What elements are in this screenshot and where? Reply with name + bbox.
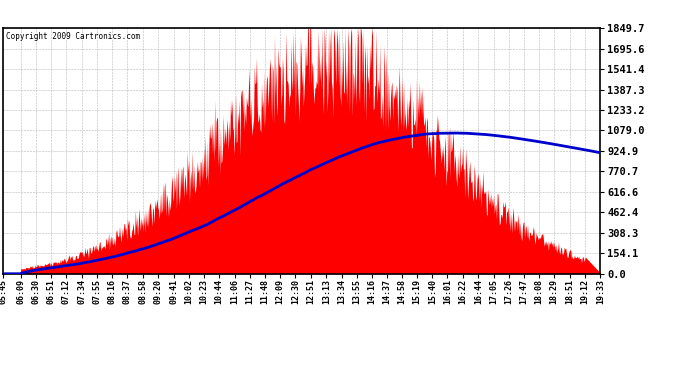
Text: East Array Actual Power (red) & Running Average Power (blue) (Watts)  Sun May 3 : East Array Actual Power (red) & Running … — [7, 9, 613, 22]
Text: Copyright 2009 Cartronics.com: Copyright 2009 Cartronics.com — [6, 32, 141, 41]
